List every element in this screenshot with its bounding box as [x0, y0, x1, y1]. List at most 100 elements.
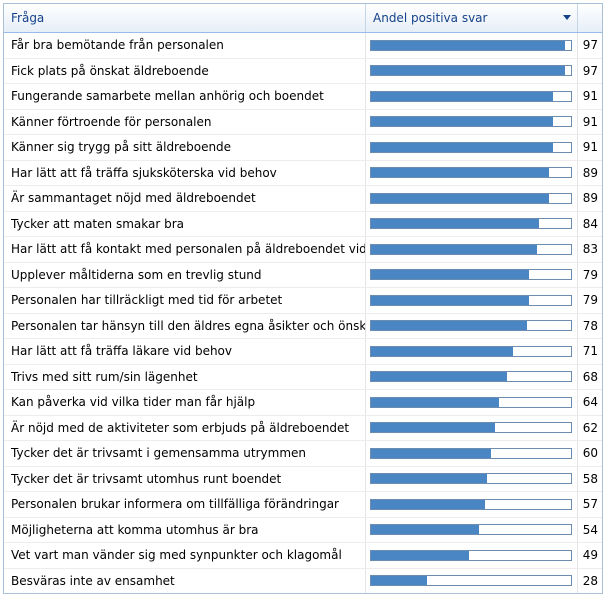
table-row[interactable]: Har lätt att få kontakt med personalen p… [4, 237, 602, 263]
share-bar-cell [366, 415, 578, 440]
progress-bar [370, 396, 572, 408]
question-cell: Upplever måltiderna som en trevlig stund [4, 262, 366, 287]
value-cell: 49 [582, 548, 598, 563]
value-cell: 28 [582, 573, 598, 588]
share-bar-cell [366, 441, 578, 466]
progress-bar-fill [371, 40, 565, 50]
table-row[interactable]: Är nöjd med de aktiviteter som erbjuds p… [4, 415, 602, 441]
question-cell: Besväras inte av ensamhet [4, 568, 366, 593]
progress-bar [370, 549, 572, 561]
question-cell: Är nöjd med de aktiviteter som erbjuds p… [4, 415, 366, 440]
value-cell: 62 [582, 420, 598, 435]
table-row[interactable]: Känner sig trygg på sitt äldreboende 91 [4, 135, 602, 161]
share-bar-cell [366, 135, 578, 160]
value-cell: 71 [582, 344, 598, 359]
table-row[interactable]: Får bra bemötande från personalen 97 [4, 33, 602, 59]
table-row[interactable]: Personalen brukar informera om tillfälli… [4, 492, 602, 518]
table-row[interactable]: Personalen har tillräckligt med tid för … [4, 288, 602, 314]
share-bar-cell [366, 33, 578, 58]
table-row[interactable]: Har lätt att få träffa läkare vid behov 7… [4, 339, 602, 365]
share-bar-cell [366, 211, 578, 236]
question-cell: Tycker det är trivsamt i gemensamma utry… [4, 441, 366, 466]
column-header-value [578, 4, 602, 32]
share-bar-cell [366, 543, 578, 568]
progress-bar [370, 65, 572, 77]
progress-bar [370, 192, 572, 204]
table-row[interactable]: Personalen tar hänsyn till den äldres eg… [4, 313, 602, 339]
share-bar-cell [366, 492, 578, 517]
value-cell: 57 [582, 497, 598, 512]
progress-bar-fill [371, 525, 479, 535]
question-cell: Tycker att maten smakar bra [4, 211, 366, 236]
question-cell: Har lätt att få kontakt med personalen p… [4, 237, 366, 262]
progress-bar-fill [371, 295, 529, 305]
progress-bar [370, 447, 572, 459]
share-bar-cell [366, 517, 578, 542]
progress-bar-fill [371, 397, 499, 407]
value-cell: 89 [582, 191, 598, 206]
progress-bar [370, 90, 572, 102]
column-header-question-label: Fråga [11, 11, 45, 25]
table-row[interactable]: Vet vart man vänder sig med synpunkter o… [4, 543, 602, 569]
question-cell: Fungerande samarbete mellan anhörig och … [4, 84, 366, 109]
progress-bar-fill [371, 448, 491, 458]
question-cell: Personalen brukar informera om tillfälli… [4, 492, 366, 517]
question-cell: Känner sig trygg på sitt äldreboende [4, 135, 366, 160]
table-row[interactable]: Besväras inte av ensamhet 28 [4, 568, 602, 593]
question-cell: Vet vart man vänder sig med synpunkter o… [4, 543, 366, 568]
share-bar-cell [366, 160, 578, 185]
share-bar-cell [366, 466, 578, 491]
progress-bar-fill [371, 193, 549, 203]
table-row[interactable]: Möjligheterna att komma utomhus är bra 54 [4, 517, 602, 543]
table-row[interactable]: Har lätt att få träffa sjuksköterska vid… [4, 160, 602, 186]
question-cell: Tycker det är trivsamt utomhus runt boen… [4, 466, 366, 491]
share-bar-cell [366, 109, 578, 134]
sort-descending-icon[interactable] [563, 15, 571, 20]
table-row[interactable]: Fick plats på önskat äldreboende 97 [4, 58, 602, 84]
share-bar-cell [366, 313, 578, 338]
table-row[interactable]: Upplever måltiderna som en trevlig stund… [4, 262, 602, 288]
table-row[interactable]: Trivs med sitt rum/sin lägenhet 68 [4, 364, 602, 390]
progress-bar-fill [371, 372, 507, 382]
share-bar-cell [366, 58, 578, 83]
question-cell: Fick plats på önskat äldreboende [4, 58, 366, 83]
share-bar-cell [366, 568, 578, 593]
progress-bar-fill [371, 499, 485, 509]
value-cell: 84 [582, 216, 598, 231]
progress-bar [370, 141, 572, 153]
table-row[interactable]: Tycker det är trivsamt utomhus runt boen… [4, 466, 602, 492]
column-header-share[interactable]: Andel positiva svar [366, 4, 578, 32]
share-bar-cell [366, 390, 578, 415]
share-bar-cell [366, 84, 578, 109]
question-cell: Möjligheterna att komma utomhus är bra [4, 517, 366, 542]
column-header-share-label: Andel positiva svar [373, 11, 488, 25]
progress-bar [370, 218, 572, 230]
question-cell: Har lätt att få träffa läkare vid behov [4, 339, 366, 364]
progress-bar-fill [371, 576, 427, 586]
table-row[interactable]: Fungerande samarbete mellan anhörig och … [4, 84, 602, 110]
question-cell: Trivs med sitt rum/sin lägenhet [4, 364, 366, 389]
grid-header: Fråga Andel positiva svar [4, 4, 602, 33]
progress-bar [370, 422, 572, 434]
progress-bar [370, 39, 572, 51]
progress-bar-fill [371, 66, 565, 76]
progress-bar-fill [371, 219, 539, 229]
value-cell: 60 [582, 446, 598, 461]
table-row[interactable]: Tycker att maten smakar bra 84 [4, 211, 602, 237]
progress-bar [370, 320, 572, 332]
progress-bar-fill [371, 270, 529, 280]
column-header-question[interactable]: Fråga [4, 4, 366, 32]
table-row[interactable]: Känner förtroende för personalen 91 [4, 109, 602, 135]
table-row[interactable]: Tycker det är trivsamt i gemensamma utry… [4, 441, 602, 467]
progress-bar-fill [371, 244, 537, 254]
value-cell: 68 [582, 369, 598, 384]
progress-bar [370, 498, 572, 510]
question-cell: Har lätt att få träffa sjuksköterska vid… [4, 160, 366, 185]
share-bar-cell [366, 262, 578, 287]
share-bar-cell [366, 339, 578, 364]
table-row[interactable]: Kan påverka vid vilka tider man får hjäl… [4, 390, 602, 416]
progress-bar [370, 524, 572, 536]
question-cell: Känner förtroende för personalen [4, 109, 366, 134]
progress-bar-fill [371, 423, 495, 433]
table-row[interactable]: Är sammantaget nöjd med äldreboendet 89 [4, 186, 602, 212]
